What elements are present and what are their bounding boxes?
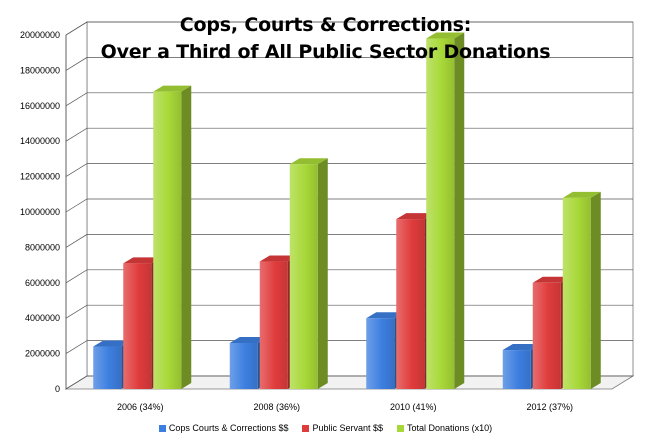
y-tick-label: 14000000	[20, 136, 60, 146]
bar	[502, 350, 531, 389]
bar	[426, 38, 455, 389]
y-tick-label: 8000000	[25, 242, 60, 252]
chart-title-line-2: Over a Third of All Public Sector Donati…	[100, 41, 551, 63]
bar-top	[532, 276, 571, 283]
y-tick-label: 16000000	[20, 101, 60, 111]
bar-top	[502, 344, 541, 351]
chart-legend: Cops Courts & Corrections $$ Public Serv…	[0, 423, 651, 433]
bar-top	[289, 158, 328, 165]
y-tick-label: 18000000	[20, 65, 60, 75]
legend-item: Public Servant $$	[302, 423, 383, 433]
legend-label: Public Servant $$	[312, 423, 384, 433]
x-tick-label: 2008 (36%)	[253, 402, 300, 412]
bar-side	[317, 158, 328, 389]
bar-side	[181, 85, 192, 389]
y-tick-label: 10000000	[20, 207, 60, 217]
bar-top	[396, 213, 435, 220]
bar-top	[562, 191, 601, 198]
legend-item: Cops Courts & Corrections $$	[158, 423, 289, 433]
chart-title-line-1: Cops, Courts & Corrections:	[179, 14, 472, 36]
bar	[229, 342, 258, 389]
bar	[396, 219, 425, 389]
y-tick-label: 4000000	[25, 313, 60, 323]
bar	[366, 318, 395, 389]
bar-top	[153, 85, 192, 92]
x-tick-label: 2010 (41%)	[390, 402, 437, 412]
bar	[93, 346, 122, 389]
bar	[123, 263, 152, 389]
bar-side	[454, 32, 465, 389]
bar	[532, 282, 561, 389]
y-tick-label: 2000000	[25, 349, 60, 359]
bar-top	[123, 257, 162, 264]
legend-swatch	[302, 424, 310, 432]
x-tick-label: 2006 (34%)	[117, 402, 164, 412]
y-tick-label: 12000000	[20, 172, 60, 182]
bar-top	[229, 336, 268, 343]
bar	[153, 91, 182, 389]
legend-label: Total Donations (x10)	[407, 423, 493, 433]
legend-swatch	[397, 424, 405, 432]
bar-side	[590, 191, 601, 389]
bar-top	[93, 340, 132, 347]
bar-top	[366, 312, 405, 319]
bar-top	[259, 255, 298, 262]
bar	[289, 164, 318, 389]
legend-label: Cops Courts & Corrections $$	[168, 423, 289, 433]
bar	[562, 197, 591, 389]
y-tick-label: 0	[55, 384, 60, 394]
bar-top	[426, 32, 465, 39]
legend-swatch	[158, 424, 166, 432]
x-tick-label: 2012 (37%)	[526, 402, 573, 412]
y-tick-label: 6000000	[25, 278, 60, 288]
y-tick-label: 20000000	[20, 30, 60, 40]
legend-item: Total Donations (x10)	[397, 423, 492, 433]
gridline	[65, 21, 633, 36]
bar	[259, 261, 288, 389]
